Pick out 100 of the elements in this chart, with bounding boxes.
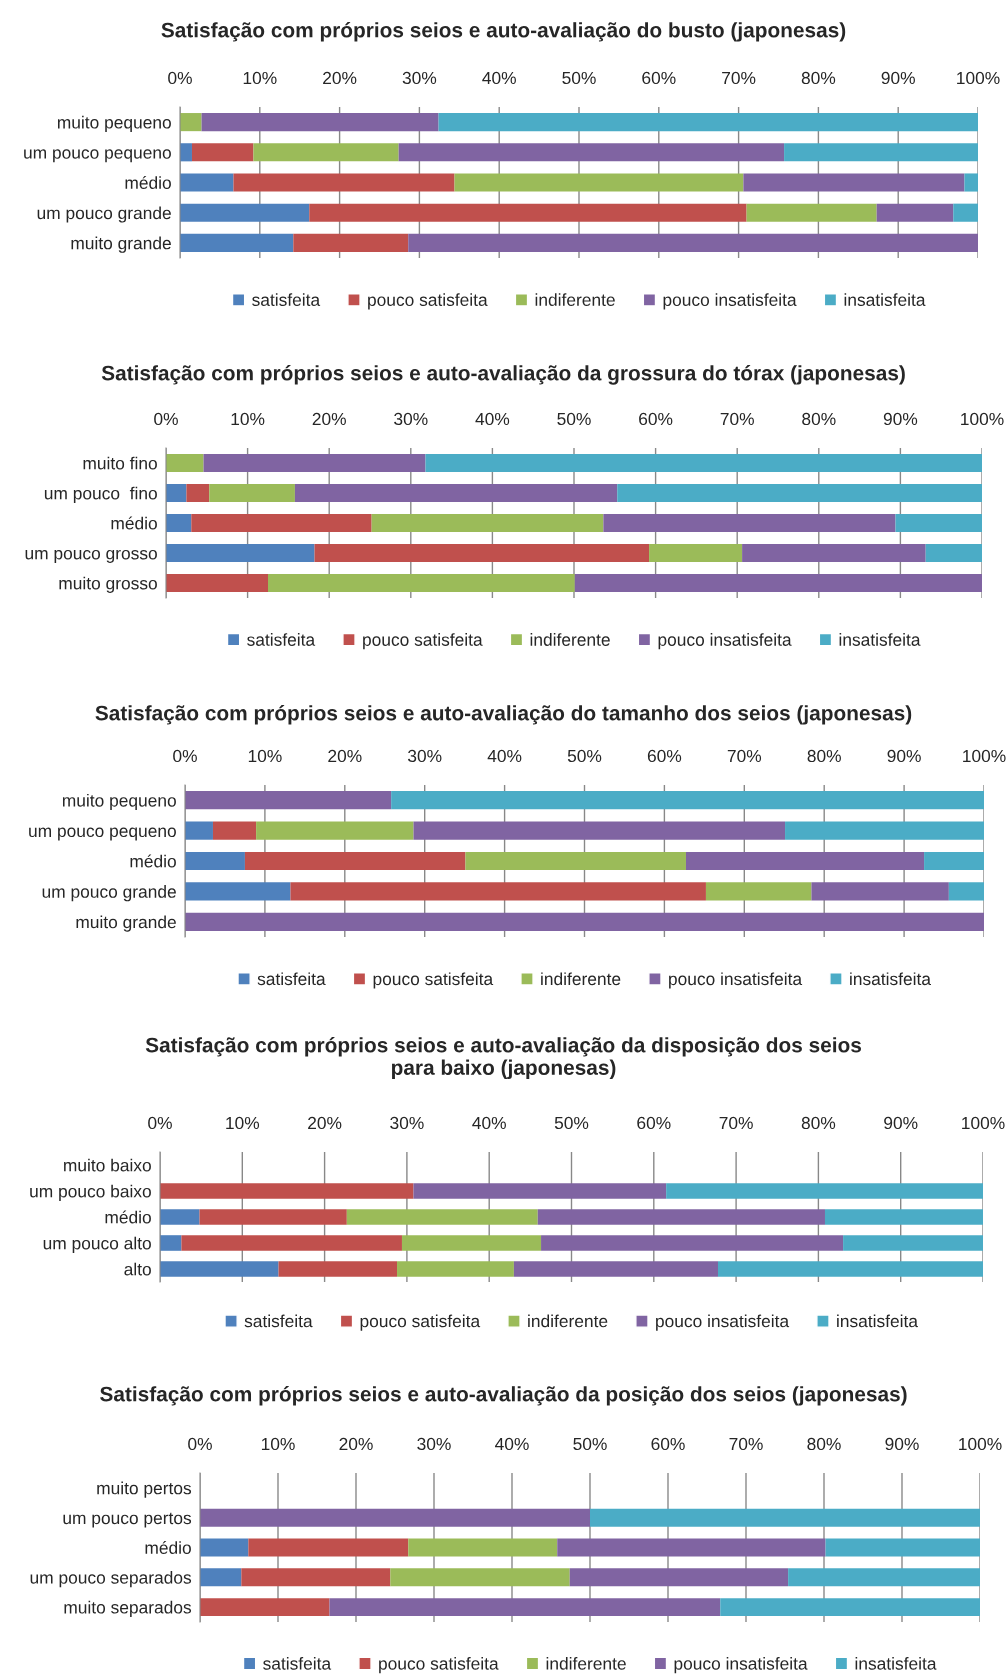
y-tick-label: médio: [130, 854, 176, 868]
legend-label: satisfeita: [252, 293, 321, 307]
bar: [603, 514, 896, 532]
bar: [895, 514, 982, 532]
x-tick-label: 30%: [407, 749, 442, 763]
y-tick-label: um pouco pertos: [63, 1512, 192, 1528]
legend-label: satisfeita: [263, 1656, 332, 1670]
bar: [811, 882, 949, 901]
bar: [309, 203, 747, 222]
bar: [948, 882, 984, 901]
legend-label: insatisfeita: [839, 633, 921, 646]
bar: [191, 143, 254, 162]
x-tick-label: 0%: [168, 71, 192, 85]
legend-label: pouco insatisfeita: [663, 293, 797, 310]
bar: [166, 544, 315, 562]
y-tick-label: muito grande: [71, 236, 171, 253]
bar: [200, 1598, 330, 1617]
bar: [408, 1538, 558, 1557]
bar: [166, 484, 187, 502]
y-tick-label: médio: [111, 516, 157, 530]
x-tick-label: 0%: [154, 412, 178, 426]
bar: [203, 454, 426, 472]
bar: [201, 113, 439, 132]
bar: [371, 514, 604, 532]
y-tick-label: médio: [105, 1210, 151, 1224]
x-tick-label: 70%: [727, 749, 762, 763]
bar: [413, 1183, 667, 1199]
x-tick-label: 50%: [557, 412, 591, 426]
x-tick-label: 90%: [883, 412, 918, 426]
legend-label: insatisfeita: [837, 1314, 918, 1328]
legend-label: insatisfeita: [850, 972, 931, 986]
x-tick-label: 40%: [482, 71, 516, 85]
bar: [185, 912, 984, 931]
bar: [924, 851, 984, 871]
bar: [346, 1209, 538, 1225]
x-tick-label: 40%: [487, 749, 522, 763]
x-tick-label: 50%: [567, 749, 602, 763]
bar: [398, 143, 785, 162]
x-tick-label: 50%: [573, 1437, 607, 1451]
x-tick-label: 60%: [639, 412, 673, 426]
bar: [160, 1183, 414, 1199]
bar: [160, 1261, 279, 1277]
legend-label: indiferente: [535, 293, 615, 307]
bar: [569, 1568, 789, 1587]
bar: [705, 882, 812, 901]
bar: [200, 1538, 249, 1557]
bar: [244, 851, 466, 871]
x-tick-label: 100%: [957, 71, 1000, 85]
x-tick-label: 80%: [807, 749, 841, 763]
x-tick-label: 30%: [390, 1116, 424, 1130]
chart-title: Satisfação com próprios seios e auto-avaliação da grossura do tórax (japonesas): [101, 365, 905, 385]
x-tick-label: 40%: [475, 412, 510, 426]
y-tick-label: um pouco separados: [30, 1571, 192, 1588]
bar: [843, 1235, 983, 1251]
bar: [390, 1568, 570, 1587]
y-tick-label: um pouco grosso: [25, 549, 157, 563]
chart-title: Satisfação com próprios seios e auto-avaliação do tamanho dos seios (japonesas): [95, 705, 912, 725]
bar: [160, 1235, 182, 1251]
legend-label: pouco satisfeita: [368, 293, 488, 310]
y-tick-label: um pouco grande: [42, 885, 176, 902]
bar: [465, 851, 686, 871]
bar: [241, 1568, 391, 1587]
x-tick-label: 80%: [802, 412, 836, 426]
bar: [537, 1209, 825, 1225]
x-tick-label: 90%: [887, 749, 921, 763]
x-tick-label: 100%: [959, 1437, 1002, 1451]
bar: [876, 203, 954, 222]
x-tick-label: 90%: [884, 1116, 918, 1130]
bar: [253, 143, 399, 162]
bar: [717, 1261, 983, 1277]
bar: [408, 233, 978, 252]
x-tick-label: 10%: [243, 71, 277, 85]
x-tick-label: 90%: [885, 1437, 919, 1451]
y-tick-label: um pouco pequeno: [29, 827, 176, 841]
bar: [186, 484, 210, 502]
legend-label: insatisfeita: [855, 1656, 937, 1670]
bar: [397, 1261, 514, 1277]
bar: [685, 851, 925, 871]
bar: [200, 1508, 590, 1527]
bar: [425, 454, 982, 472]
bar: [180, 233, 294, 252]
y-tick-label: muito pequeno: [57, 115, 171, 132]
y-tick-label: muito pequeno: [62, 793, 176, 811]
bar: [268, 574, 575, 592]
x-tick-label: 10%: [261, 1437, 295, 1451]
legend-label: satisfeita: [244, 1314, 313, 1328]
x-tick-label: 20%: [308, 1116, 342, 1130]
legend-label: indiferente: [546, 1656, 626, 1670]
bar: [720, 1598, 980, 1617]
bar: [185, 821, 213, 840]
bar: [785, 821, 984, 840]
chart-title: Satisfação com próprios seios e auto-avaliação do busto (japonesas): [161, 22, 846, 42]
x-tick-label: 30%: [417, 1437, 451, 1451]
legend-label: pouco insatisfeita: [656, 1314, 790, 1331]
legend-label: satisfeita: [247, 633, 316, 646]
x-tick-label: 50%: [554, 1116, 589, 1130]
bar: [180, 173, 234, 192]
x-tick-label: 100%: [962, 1116, 1005, 1130]
bar: [541, 1235, 844, 1251]
bar: [278, 1261, 398, 1277]
